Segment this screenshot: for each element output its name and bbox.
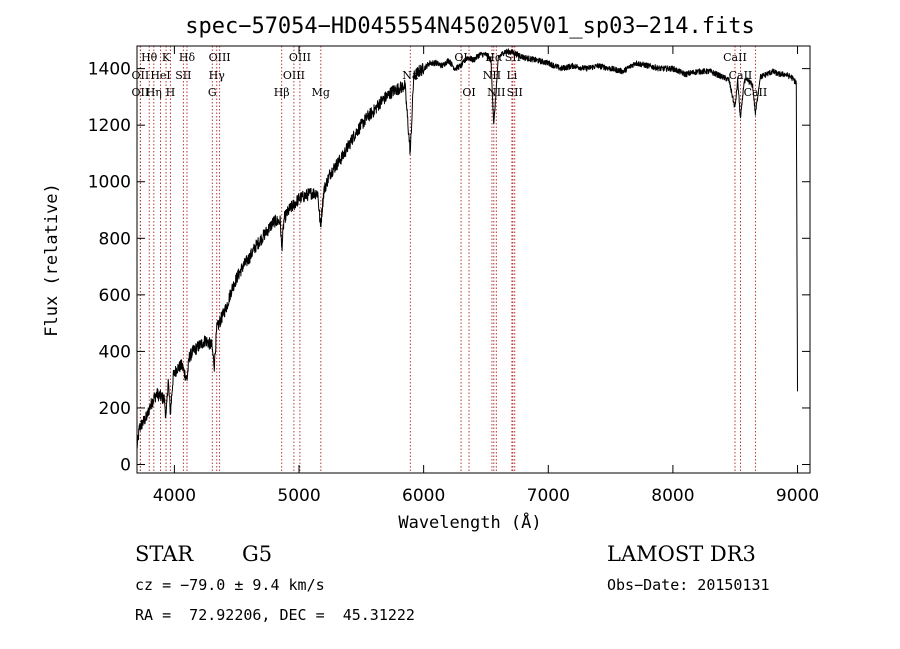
y-tick-label: 1400	[88, 60, 131, 80]
y-tick-label: 800	[99, 229, 131, 249]
marker-label: OII	[132, 69, 150, 82]
marker-label: HeI	[150, 69, 170, 82]
y-axis-ticks: 0 200 400 600 800 1000 1200 1400	[88, 60, 810, 476]
marker-label: OI	[462, 86, 475, 99]
x-tick-label: 4000	[153, 486, 196, 506]
marker-label: Mg	[312, 86, 330, 99]
marker-label: Hβ	[274, 86, 290, 99]
marker-label: CaII	[723, 51, 747, 64]
y-tick-label: 200	[99, 399, 131, 419]
marker-label: OIII	[283, 69, 305, 82]
marker-label: OIII	[209, 51, 231, 64]
marker-label: SII	[175, 69, 191, 82]
marker-label: Hθ	[141, 51, 158, 64]
x-tick-label: 9000	[776, 486, 819, 506]
marker-label: G	[208, 86, 217, 99]
marker-label: Hγ	[209, 69, 226, 82]
observation-date: Obs−Date: 20150131	[607, 576, 770, 594]
y-tick-label: 1000	[88, 173, 131, 193]
redshift-velocity: cz = −79.0 ± 9.4 km/s	[135, 576, 325, 594]
marker-label: SII	[507, 86, 523, 99]
marker-label: Hη	[146, 86, 162, 99]
spectrum-line	[136, 48, 798, 449]
x-tick-label: 7000	[527, 486, 570, 506]
x-tick-label: 8000	[651, 486, 694, 506]
y-tick-label: 600	[99, 286, 131, 306]
marker-label: OII	[132, 86, 150, 99]
x-tick-label: 6000	[402, 486, 445, 506]
marker-label: Hδ	[179, 51, 196, 64]
survey-name: LAMOST DR3	[607, 542, 756, 566]
marker-label: OI	[454, 51, 467, 64]
subclass: G5	[242, 542, 272, 566]
line-markers	[139, 46, 756, 473]
y-tick-label: 400	[99, 342, 131, 362]
y-axis-label: Flux (relative)	[42, 183, 62, 337]
marker-label: K	[162, 51, 171, 64]
plot-frame	[136, 45, 811, 474]
marker-label: H	[166, 86, 176, 99]
marker-label: CaII	[744, 86, 768, 99]
y-tick-label: 0	[120, 456, 131, 476]
y-tick-label: 1200	[88, 116, 131, 136]
line-marker-labels: OIIOIIHθHηHeIKHSIIHδGHγOIIIHβOIIIOIIIMgN…	[132, 51, 768, 99]
object-class: STAR	[135, 542, 194, 566]
marker-label: Li	[506, 69, 517, 82]
x-axis-label: Wavelength (Å)	[398, 511, 541, 533]
coordinates: RA = 72.92206, DEC = 45.31222	[135, 606, 415, 624]
x-tick-label: 5000	[277, 486, 320, 506]
marker-label: OIII	[289, 51, 311, 64]
x-axis-ticks: 4000 5000 6000 7000 8000 9000	[153, 46, 819, 506]
chart-title: spec−57054−HD045554N450205V01_sp03−214.f…	[185, 14, 755, 39]
